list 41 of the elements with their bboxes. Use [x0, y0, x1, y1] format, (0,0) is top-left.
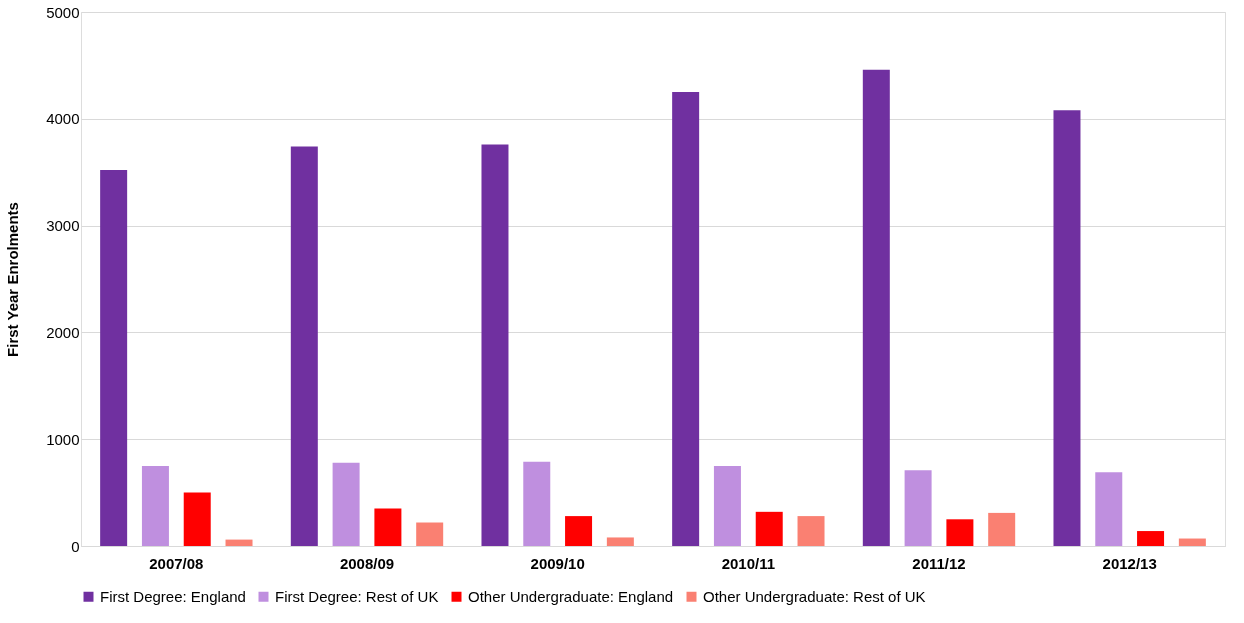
x-tick-label: 2008/09 — [339, 554, 395, 572]
bar — [1095, 472, 1123, 546]
bar — [416, 522, 444, 546]
x-tick-label: 2009/10 — [530, 554, 585, 572]
x-tick-label: 2011/12 — [912, 554, 966, 572]
bar — [1178, 538, 1206, 546]
y-tick-label: 4000 — [46, 110, 80, 128]
x-tick-label: 2010/11 — [721, 554, 776, 572]
bar — [946, 519, 974, 546]
y-axis-title: First Year Enrolments — [4, 202, 22, 357]
bar — [672, 92, 700, 546]
y-tick-label: 1000 — [46, 430, 80, 448]
bar — [988, 512, 1016, 546]
bar — [225, 539, 253, 546]
legend-label: First Degree: Rest of UK — [275, 587, 439, 605]
bar — [565, 516, 593, 546]
y-tick-label: 2000 — [46, 323, 80, 341]
bar — [755, 511, 783, 546]
bar — [100, 170, 128, 546]
bar — [523, 461, 551, 546]
bar — [1053, 110, 1081, 546]
bar — [797, 516, 825, 546]
bar — [290, 146, 318, 546]
bar — [606, 537, 634, 546]
legend-label: Other Undergraduate: Rest of UK — [703, 587, 926, 605]
bar — [481, 144, 509, 546]
y-tick-label: 5000 — [46, 3, 80, 21]
bar — [713, 465, 741, 546]
legend-label: First Degree: England — [100, 587, 246, 605]
bar — [332, 462, 360, 546]
bar — [862, 69, 890, 546]
y-tick-label: 0 — [71, 537, 80, 555]
y-tick-label: 3000 — [46, 217, 80, 235]
bar — [374, 508, 402, 546]
bar — [183, 492, 211, 546]
legend-label: Other Undergraduate: England — [468, 587, 674, 605]
bar — [904, 470, 932, 546]
x-tick-label: 2012/13 — [1102, 554, 1157, 572]
x-tick-label: 2007/08 — [149, 554, 204, 572]
bar — [141, 465, 169, 546]
bar — [1137, 531, 1165, 546]
